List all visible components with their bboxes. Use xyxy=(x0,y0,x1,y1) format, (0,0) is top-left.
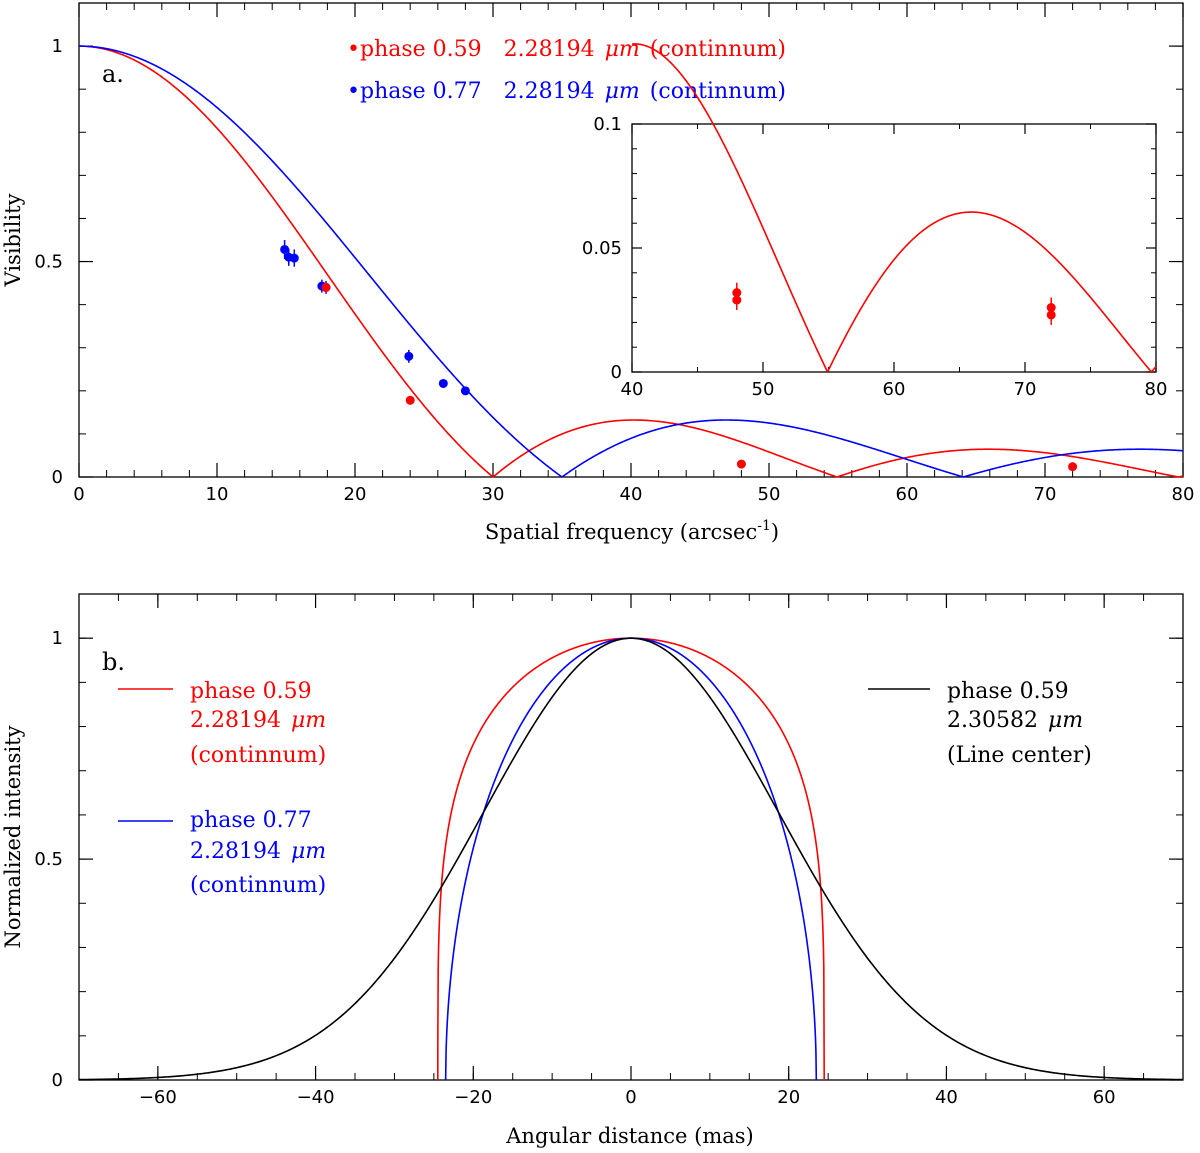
panel-b-label: b. xyxy=(102,648,125,676)
legend-a-blue-bullet: • xyxy=(347,79,360,104)
panel-a-xlabel-sup: -1 xyxy=(757,518,771,534)
legend-b-blue-line1: phase 0.77 xyxy=(190,808,312,833)
x-tick-label: 50 xyxy=(752,379,775,400)
x-tick-label: 40 xyxy=(935,1087,958,1108)
x-tick-label: −20 xyxy=(454,1087,492,1108)
legend-b-blue-unit: μm xyxy=(291,839,326,864)
data-point xyxy=(289,253,299,263)
legend-a-red-phase: phase 0.59 xyxy=(360,37,482,62)
panel-a-label: a. xyxy=(102,60,124,88)
panel-b-ticks: −60 −40 −20 0 20 40 60 0 0.5 1 xyxy=(34,593,1184,1108)
legend-a-blue-note: (continnum) xyxy=(650,79,786,104)
x-tick-label: −60 xyxy=(139,1087,177,1108)
x-tick-label: 80 xyxy=(1145,379,1168,400)
y-tick-label: 0 xyxy=(611,362,622,383)
panel-b-frame xyxy=(78,593,1184,1081)
y-tick-label: 0.05 xyxy=(582,238,622,259)
panel-a: 0 10 20 30 40 50 60 70 80 0 0.5 1 a. •phase 0.59 2.2… xyxy=(1,2,1195,544)
x-tick-label: 20 xyxy=(344,484,367,505)
panel-a-ylabel: Visibility xyxy=(1,193,25,287)
x-tick-label: 0 xyxy=(73,484,84,505)
legend-b-black-line1: phase 0.59 xyxy=(947,679,1069,704)
data-point xyxy=(405,395,415,405)
legend-b-black-unit: μm xyxy=(1048,708,1083,733)
data-point xyxy=(438,378,448,388)
inset-ticks: 40 50 60 70 80 0 0.05 0.1 xyxy=(582,114,1168,400)
panel-a-inset: 40 50 60 70 80 0 0.05 0.1 xyxy=(582,43,1168,400)
legend-a-red-unit: μm xyxy=(605,37,640,62)
legend-b-red-line3: (continnum) xyxy=(190,743,326,768)
legend-b-blue-line2: 2.28194 μm xyxy=(190,839,326,864)
data-point xyxy=(1046,310,1056,320)
panel-b-curves xyxy=(78,637,1184,1081)
data-point xyxy=(280,244,290,254)
inset-frame xyxy=(631,123,1157,373)
legend-a-blue-phase: phase 0.77 xyxy=(360,79,482,104)
x-tick-label: 30 xyxy=(482,484,505,505)
x-tick-label: 20 xyxy=(777,1087,800,1108)
legend-a-blue-unit: μm xyxy=(605,79,640,104)
panel-a-curves xyxy=(78,45,1184,479)
intensity-profile-blue xyxy=(444,637,818,1081)
x-tick-label: 70 xyxy=(1034,484,1057,505)
data-point xyxy=(736,459,746,469)
inset-visibility-curve-red xyxy=(631,43,1157,374)
panel-a-xlabel-text: Spatial frequency (arcsec xyxy=(485,520,757,544)
legend-b-red-line1: phase 0.59 xyxy=(190,679,312,704)
data-point xyxy=(460,386,470,396)
legend-b-blue-wavelength: 2.28194 xyxy=(190,839,281,864)
panel-a-ticks: 0 10 20 30 40 50 60 70 80 0 0.5 1 xyxy=(34,2,1195,505)
panel-a-points xyxy=(280,240,1078,472)
data-point xyxy=(321,282,331,292)
x-tick-label: 40 xyxy=(620,484,643,505)
legend-b-black-wavelength: 2.30582 xyxy=(947,708,1038,733)
legend-b-black-line3: (Line center) xyxy=(947,743,1092,768)
legend-a-red: •phase 0.59 2.28194 μm (continnum) xyxy=(347,37,786,62)
legend-a-blue: •phase 0.77 2.28194 μm (continnum) xyxy=(347,79,786,104)
legend-b-red-line2: 2.28194 μm xyxy=(190,708,326,733)
y-tick-label: 1 xyxy=(52,36,63,57)
visibility-curve-blue xyxy=(78,45,1184,478)
panel-a-legend: •phase 0.59 2.28194 μm (continnum) •phase 0… xyxy=(347,37,786,104)
x-tick-label: 60 xyxy=(896,484,919,505)
legend-b-red-wavelength: 2.28194 xyxy=(190,708,281,733)
data-point xyxy=(1068,462,1078,472)
legend-a-red-note: (continnum) xyxy=(650,37,786,62)
inset-points xyxy=(732,282,1056,325)
y-tick-label: 0 xyxy=(52,467,63,488)
x-tick-label: 10 xyxy=(206,484,229,505)
panel-b-xlabel: Angular distance (mas) xyxy=(505,1124,754,1148)
x-tick-label: 60 xyxy=(883,379,906,400)
inset-curves xyxy=(631,43,1157,374)
intensity-profile-red xyxy=(437,637,825,1081)
panel-b: −60 −40 −20 0 20 40 60 0 0.5 1 b. phase 0.59 2.28… xyxy=(1,593,1184,1148)
y-tick-label: 0.1 xyxy=(593,114,622,135)
data-point xyxy=(732,295,742,305)
legend-b-blue-line3: (continnum) xyxy=(190,873,326,898)
legend-a-red-bullet: • xyxy=(347,37,360,62)
panel-b-legend: phase 0.59 2.28194 μm (continnum) phase 0… xyxy=(118,679,1092,898)
legend-a-blue-wavelength: 2.28194 xyxy=(504,79,595,104)
y-tick-label: 0.5 xyxy=(34,849,63,870)
intensity-profile-black xyxy=(78,637,1184,1081)
legend-b-black-line2: 2.30582 μm xyxy=(947,708,1083,733)
x-tick-label: 0 xyxy=(625,1087,636,1108)
panel-b-ylabel: Normalized intensity xyxy=(1,725,25,948)
y-tick-label: 0 xyxy=(52,1070,63,1091)
legend-a-red-wavelength: 2.28194 xyxy=(504,37,595,62)
x-tick-label: −40 xyxy=(297,1087,335,1108)
legend-b-red-unit: μm xyxy=(291,708,326,733)
x-tick-label: 70 xyxy=(1014,379,1037,400)
y-tick-label: 0.5 xyxy=(34,252,63,273)
visibility-curve-red xyxy=(78,45,1184,479)
x-tick-label: 50 xyxy=(758,484,781,505)
panel-a-xlabel: Spatial frequency (arcsec-1) xyxy=(485,518,779,544)
y-tick-label: 1 xyxy=(52,628,63,649)
x-tick-label: 40 xyxy=(621,379,644,400)
x-tick-label: 60 xyxy=(1093,1087,1116,1108)
x-tick-label: 80 xyxy=(1172,484,1195,505)
panel-a-xlabel-close: ) xyxy=(771,520,779,544)
data-point xyxy=(404,351,414,361)
